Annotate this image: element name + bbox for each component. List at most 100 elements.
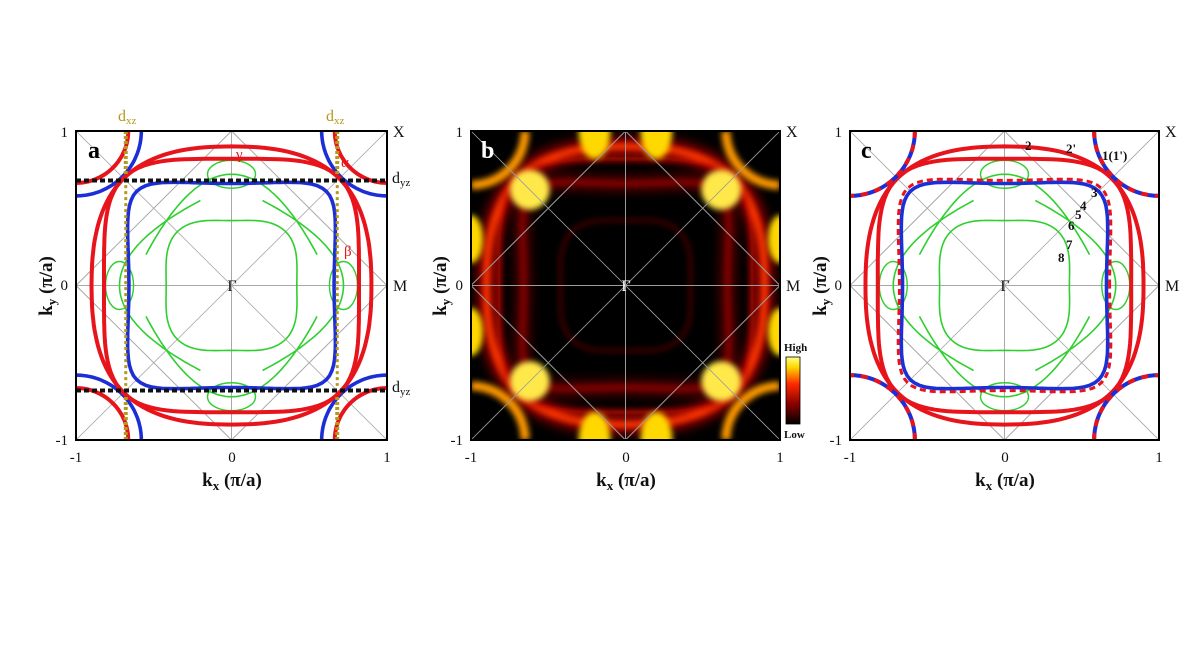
panel-b: b 1 0 -1 -1 0 1 kx (π/a) ky (π/a) Γ M X … [430,124,807,493]
edge-hotspot-5 [768,307,780,356]
red-corner-dash-c-3 [1092,373,1159,440]
colorbar-gradient [785,356,801,425]
green-band-a-inner-pocket [165,219,298,352]
cut-label-2: 2 [1025,138,1032,153]
panel-label-c: c [861,138,872,164]
green-band-c-arc-2 [918,316,1091,398]
green-band-a-arc-2 [145,316,318,398]
red-corner-dash-c-2 [850,131,917,198]
gamma-sheet-c [863,144,1146,427]
red-corner-dash-c-1 [1092,131,1159,198]
dyz-label-lower: dyz [392,379,411,398]
x-tick-mid-b: 0 [622,450,630,466]
edge-hotspot-2 [640,131,673,159]
dxz-label-right: dxz [326,108,345,127]
gamma-point-c: Γ [1000,278,1009,295]
green-band-a-arc-4 [118,199,201,372]
cut-label-6: 6 [1068,218,1075,233]
edge-hotspot-3 [578,412,611,440]
y-tick-bottom-a: -1 [56,433,69,449]
guide-c-diagonal-2 [850,131,1159,440]
edge-hotspot-4 [640,412,673,440]
dxz-label-left: dxz [118,108,137,127]
frame-a [75,130,388,441]
cut-label-2p: 2' [1066,141,1076,156]
green-band-a-arc-1 [145,173,318,255]
edge-hotspot-6 [768,215,780,264]
edge-hotspot-1 [578,131,611,159]
bz-guides-b [471,131,780,440]
x-tick-right-c: 1 [1155,450,1163,466]
green-band-c-arc-3 [1035,199,1117,372]
cut-label-3: 3 [1091,185,1098,200]
y-tick-bottom-c: -1 [830,433,843,449]
panel-label-a: a [88,138,100,164]
alpha-band-label: α [341,155,349,171]
frame-b [470,130,781,441]
guide-b-bz-diamond [471,131,780,440]
cut-label-8: 8 [1058,250,1065,265]
x-point-a: X [393,124,405,141]
x-tick-left-a: -1 [70,450,83,466]
x-axis-label-a: kx (π/a) [202,470,262,493]
x-tick-right-b: 1 [776,450,784,466]
edge-hotspot-8 [471,215,483,264]
blue-sheet-c [899,180,1110,391]
green-band-c-arc-4 [892,199,974,372]
fermi-surface-curves-c [850,131,1159,440]
frame-c [849,130,1160,441]
cut-label-5: 5 [1075,207,1082,222]
panel-label-b: b [481,138,494,164]
m-point-c: M [1165,278,1179,295]
y-tick-mid-b: 0 [456,278,464,294]
green-band-c-inner-pocket [938,219,1071,352]
gamma-sheet-a [89,144,374,427]
guide-a-diagonal-2 [76,131,387,440]
cut-label-1: 1(1') [1102,148,1127,163]
edge-hotspot-7 [471,307,483,356]
colorbar-high-label: High [784,342,807,354]
alpha-sheet-a [125,180,338,391]
x-point-b: X [786,124,798,141]
x-tick-mid-c: 0 [1001,450,1009,466]
beta-sheet-a [102,156,361,415]
colorbar: High Low [784,342,807,441]
y-axis-label-b: ky (π/a) [430,256,453,316]
beta-sheet-c [875,156,1134,415]
green-band-c-arc-1 [918,173,1091,255]
cut-label-7: 7 [1066,237,1073,252]
x-point-c: X [1165,124,1177,141]
panel-a: a 1 0 -1 -1 0 1 kx (π/a) ky (π/a) Γ M X … [36,108,411,493]
red-corner-pocket-a-2 [76,131,131,185]
x-axis-label-c: kx (π/a) [975,470,1035,493]
x-tick-mid-a: 0 [228,450,236,466]
y-tick-mid-c: 0 [835,278,843,294]
y-tick-top-b: 1 [456,125,464,141]
red-corner-pocket-a-4 [76,386,131,440]
guide-b-diagonal-2 [471,131,780,440]
x-tick-left-c: -1 [844,450,857,466]
gamma-point-b: Γ [621,278,630,295]
red-corner-dash-c-4 [850,373,917,440]
gamma-point-a: Γ [227,278,236,295]
y-tick-top-c: 1 [835,125,843,141]
m-point-b: M [786,278,800,295]
x-tick-right-a: 1 [383,450,391,466]
y-tick-mid-a: 0 [61,278,69,294]
y-axis-label-a: ky (π/a) [36,256,59,316]
y-tick-bottom-b: -1 [451,433,464,449]
y-tick-top-a: 1 [61,125,69,141]
fermi-surface-curves-a [76,131,387,440]
gamma-band-label: γ [235,147,243,163]
green-band-a-arc-3 [262,199,345,372]
panel-c: c 1 0 -1 -1 0 1 kx (π/a) ky (π/a) Γ M X … [810,124,1179,493]
cut-label-4: 4 [1080,198,1087,213]
colorbar-low-label: Low [784,429,805,441]
x-tick-left-b: -1 [465,450,478,466]
beta-band-label: β [344,244,352,260]
y-axis-label-c: ky (π/a) [810,256,833,316]
x-axis-label-b: kx (π/a) [596,470,656,493]
m-point-a: M [393,278,407,295]
dyz-label-upper: dyz [392,170,411,189]
